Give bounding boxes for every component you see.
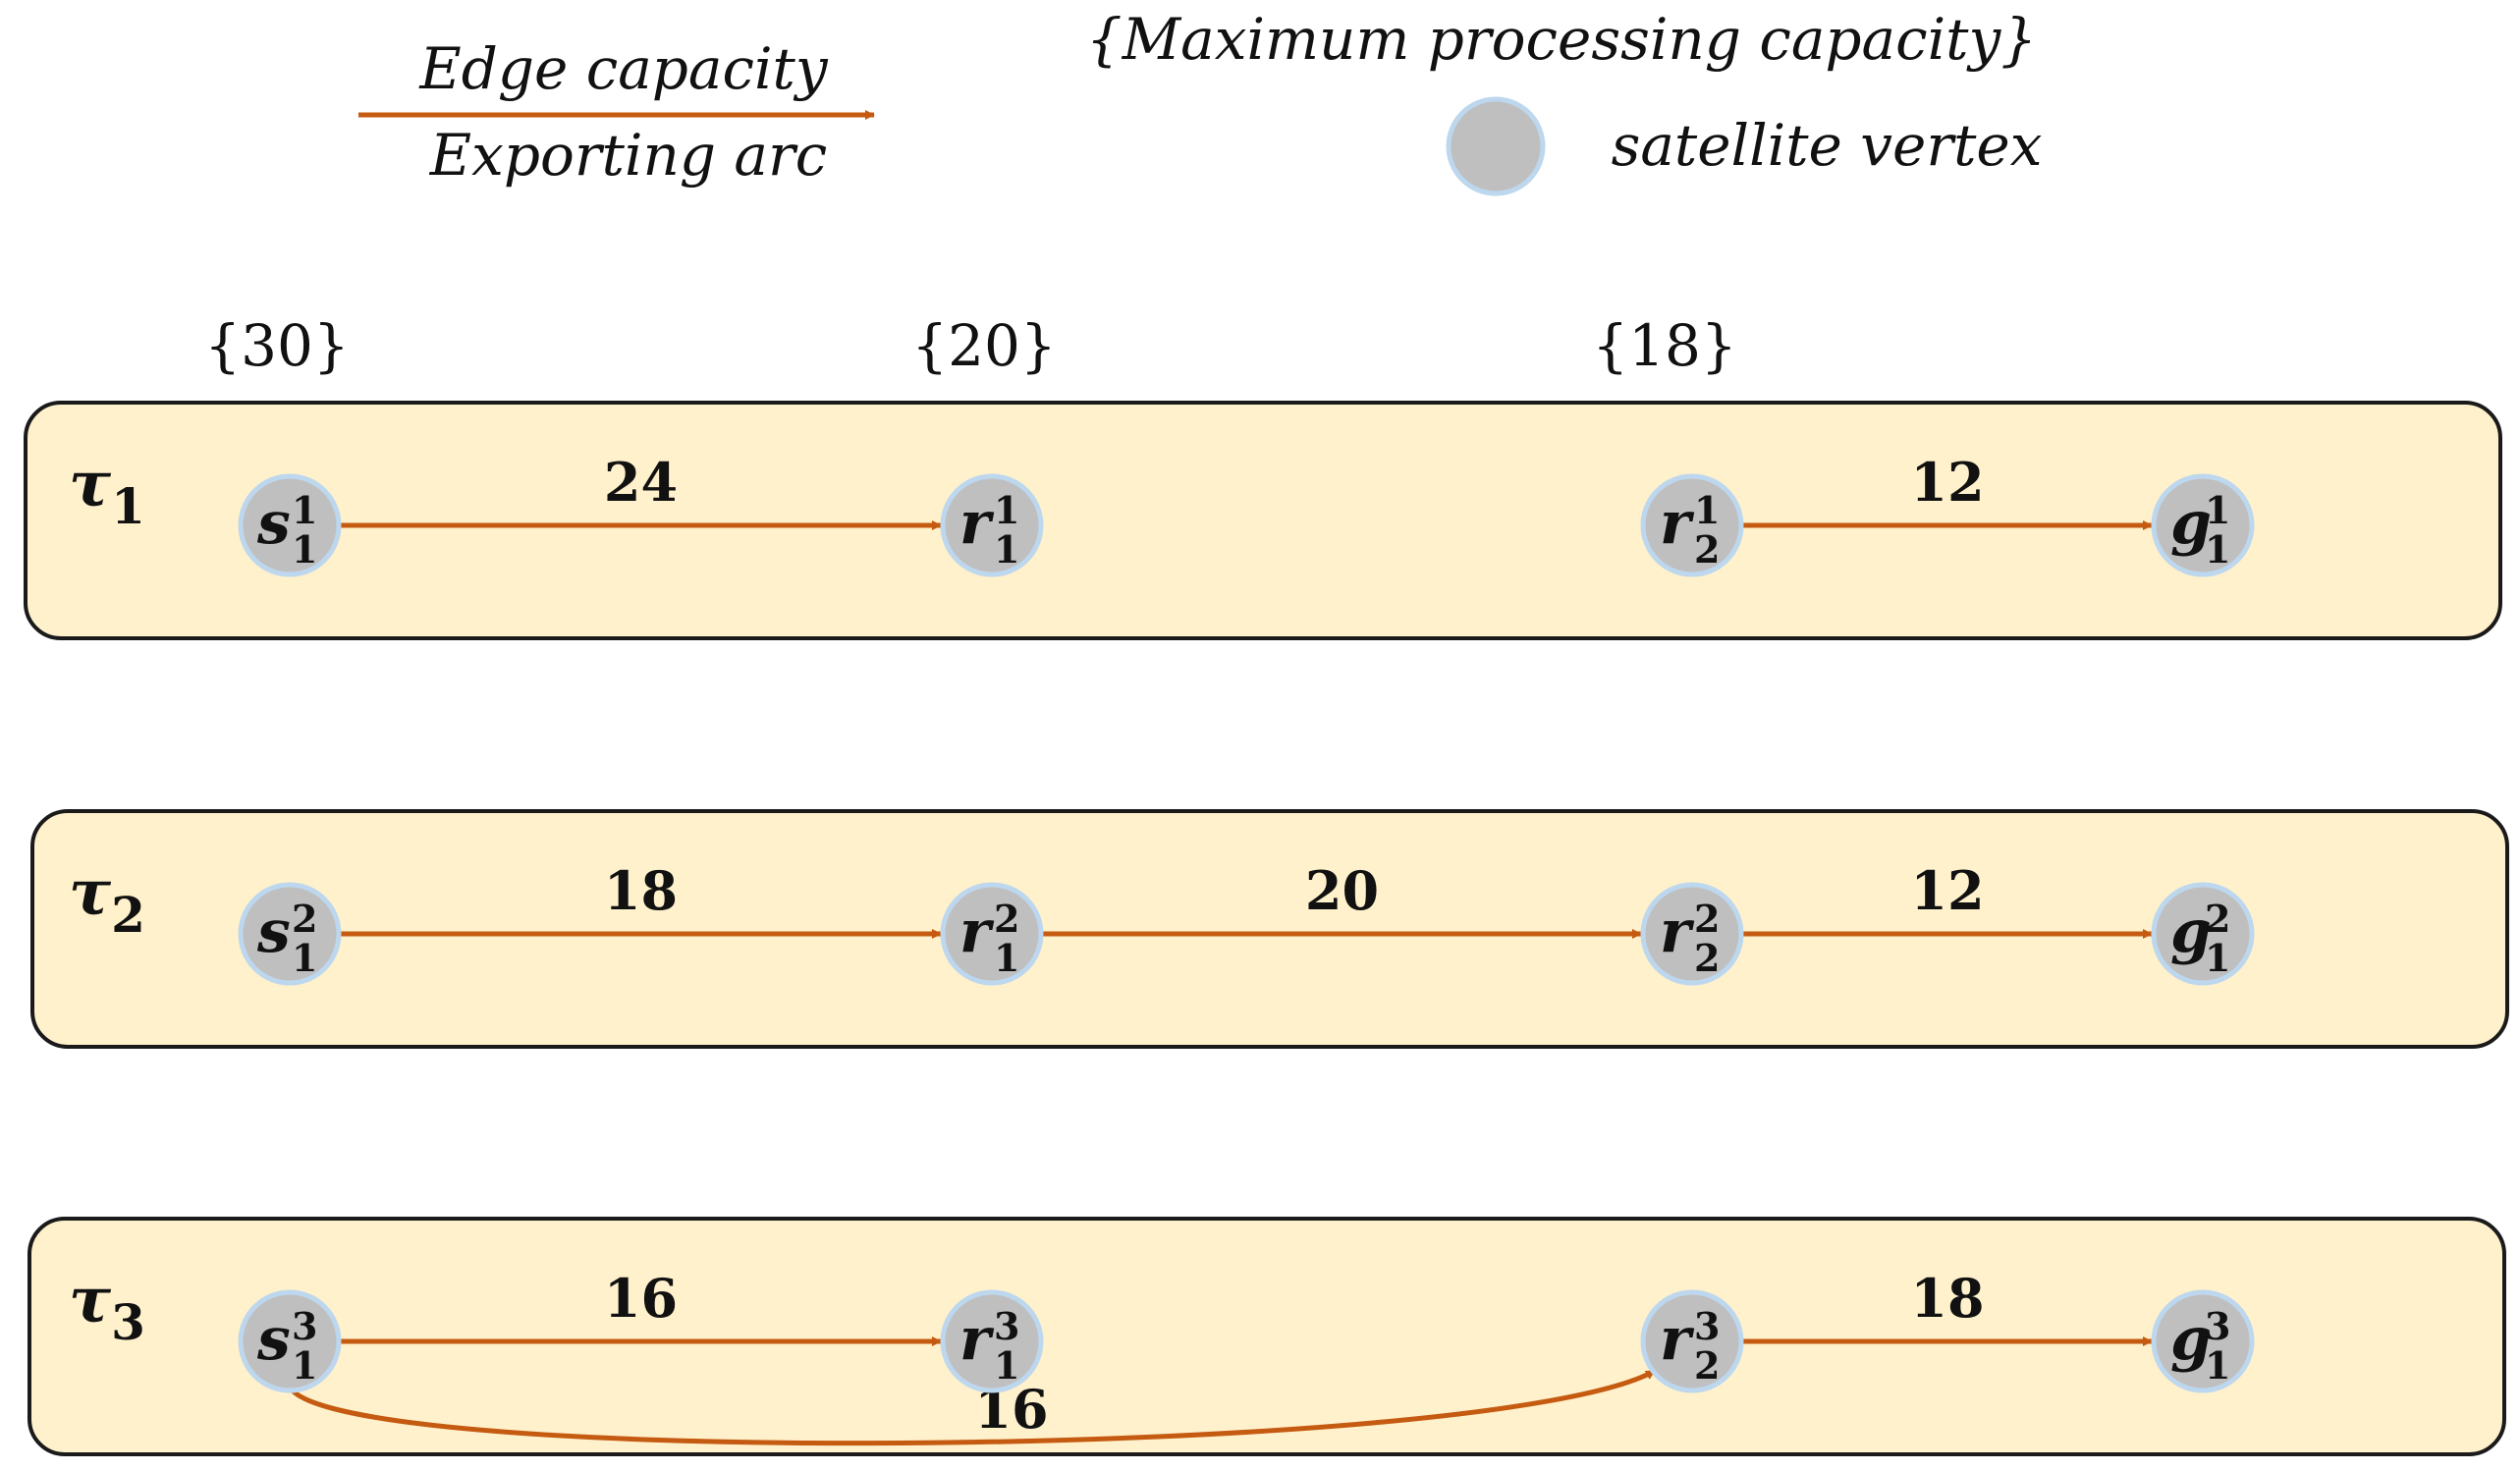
vertex-subscript: 1 bbox=[292, 527, 317, 572]
satellite-vertex: r 22 bbox=[1640, 882, 1744, 986]
satellite-vertex-circle bbox=[238, 882, 342, 986]
task-row-2: τ2 18 20 12s 21 r 21 r 22 g21 bbox=[30, 809, 2509, 1049]
edge-capacity-label: 16 bbox=[604, 1267, 678, 1330]
vertex-subscript: 1 bbox=[994, 527, 1019, 572]
vertex-superscript: 1 bbox=[2205, 488, 2230, 532]
vertex-subscript: 1 bbox=[2205, 1343, 2230, 1388]
edge-capacity-label: 18 bbox=[1910, 1267, 1984, 1330]
satellite-vertex: g11 bbox=[2151, 473, 2255, 577]
vertex-label: r bbox=[959, 898, 995, 966]
vertex-subscript: 2 bbox=[1694, 527, 1720, 572]
vertex-superscript: 1 bbox=[1694, 488, 1720, 532]
capacity-label: {30} bbox=[204, 312, 350, 379]
vertex-superscript: 2 bbox=[292, 897, 317, 941]
edge-capacity-label: 12 bbox=[1910, 859, 1984, 922]
row-label-symbol: τ bbox=[69, 856, 112, 930]
vertex-label: g bbox=[2170, 489, 2212, 558]
capacity-label: {18} bbox=[1592, 312, 1737, 379]
task-panel bbox=[24, 401, 2502, 640]
legend-max-processing-capacity: {Maximum processing capacity} bbox=[1086, 6, 2037, 73]
vertex-label: r bbox=[959, 1305, 995, 1374]
vertex-subscript: 2 bbox=[1694, 1343, 1720, 1388]
vertex-superscript: 2 bbox=[994, 897, 1019, 941]
legend-exporting-arc: Exporting arc bbox=[429, 122, 827, 189]
vertex-subscript: 1 bbox=[292, 936, 317, 980]
row-label-symbol: τ bbox=[69, 448, 112, 521]
capacity-labels: {30} {20} {18} bbox=[204, 312, 1737, 379]
legend-edge-capacity: Edge capacity bbox=[418, 35, 828, 102]
row-label-symbol: τ bbox=[69, 1264, 112, 1337]
vertex-label: r bbox=[1660, 1305, 1695, 1374]
edge-capacity-label: 20 bbox=[1305, 859, 1379, 922]
satellite-vertex: s 21 bbox=[238, 882, 342, 986]
satellite-vertex: g31 bbox=[2151, 1289, 2255, 1393]
row-label-subscript: 2 bbox=[111, 886, 145, 944]
satellite-vertex-circle bbox=[940, 1289, 1044, 1393]
vertex-superscript: 2 bbox=[1694, 897, 1720, 941]
vertex-superscript: 1 bbox=[292, 488, 317, 532]
row-label-subscript: 3 bbox=[111, 1293, 145, 1351]
vertex-subscript: 1 bbox=[994, 936, 1019, 980]
task-row-1: τ1 24 12s 11 r 11 r 12 g11 bbox=[24, 401, 2502, 640]
vertex-label: s bbox=[256, 1305, 291, 1374]
satellite-vertex-circle bbox=[1640, 1289, 1744, 1393]
vertex-label: r bbox=[959, 489, 995, 558]
vertex-superscript: 3 bbox=[292, 1304, 317, 1348]
edge-capacity-label: 18 bbox=[604, 859, 678, 922]
vertex-label: s bbox=[256, 898, 291, 966]
capacity-label: {20} bbox=[911, 312, 1057, 379]
satellite-vertex-circle bbox=[2151, 473, 2255, 577]
satellite-vertex-circle bbox=[940, 473, 1044, 577]
edge-capacity-label: 12 bbox=[1910, 451, 1984, 514]
satellite-vertex-circle bbox=[238, 473, 342, 577]
satellite-vertex: r 11 bbox=[940, 473, 1044, 577]
vertex-subscript: 2 bbox=[1694, 936, 1720, 980]
satellite-vertex-circle bbox=[940, 882, 1044, 986]
row-label: τ2 bbox=[69, 856, 145, 944]
task-panel bbox=[30, 809, 2509, 1049]
vertex-superscript: 2 bbox=[2205, 897, 2230, 941]
task-panel bbox=[27, 1217, 2506, 1456]
vertex-superscript: 1 bbox=[994, 488, 1019, 532]
satellite-vertex: r 31 bbox=[940, 1289, 1044, 1393]
satellite-vertex: r 12 bbox=[1640, 473, 1744, 577]
edge-capacity-label: 24 bbox=[604, 451, 678, 514]
vertex-label: g bbox=[2170, 1305, 2212, 1374]
vertex-superscript: 3 bbox=[1694, 1304, 1720, 1348]
vertex-label: r bbox=[1660, 489, 1695, 558]
vertex-label: s bbox=[256, 489, 291, 558]
satellite-vertex-circle bbox=[2151, 1289, 2255, 1393]
satellite-vertex-circle bbox=[1640, 882, 1744, 986]
satellite-vertex: s 11 bbox=[238, 473, 342, 577]
exporting-arc-curved bbox=[287, 1368, 1657, 1446]
row-label: τ3 bbox=[69, 1264, 145, 1351]
row-label-subscript: 1 bbox=[111, 477, 145, 535]
vertex-label: g bbox=[2170, 898, 2212, 966]
satellite-vertex-circle bbox=[1640, 473, 1744, 577]
vertex-subscript: 1 bbox=[2205, 527, 2230, 572]
legend-satellite-vertex-icon bbox=[1446, 96, 1546, 196]
satellite-vertex: r 32 bbox=[1640, 1289, 1744, 1393]
satellite-vertex: r 21 bbox=[940, 882, 1044, 986]
vertex-subscript: 1 bbox=[994, 1343, 1019, 1388]
vertex-superscript: 3 bbox=[2205, 1304, 2230, 1348]
satellite-vertex: s 31 bbox=[238, 1289, 342, 1393]
satellite-vertex-circle bbox=[2151, 882, 2255, 986]
legend: Edge capacity Exporting arc {Maximum pro… bbox=[358, 6, 2043, 196]
vertex-label: r bbox=[1660, 898, 1695, 966]
vertex-subscript: 1 bbox=[2205, 936, 2230, 980]
vertex-subscript: 1 bbox=[292, 1343, 317, 1388]
legend-satellite-vertex: satellite vertex bbox=[1612, 112, 2043, 179]
satellite-vertex-circle bbox=[238, 1289, 342, 1393]
vertex-superscript: 3 bbox=[994, 1304, 1019, 1348]
row-label: τ1 bbox=[69, 448, 145, 535]
satellite-vertex: g21 bbox=[2151, 882, 2255, 986]
